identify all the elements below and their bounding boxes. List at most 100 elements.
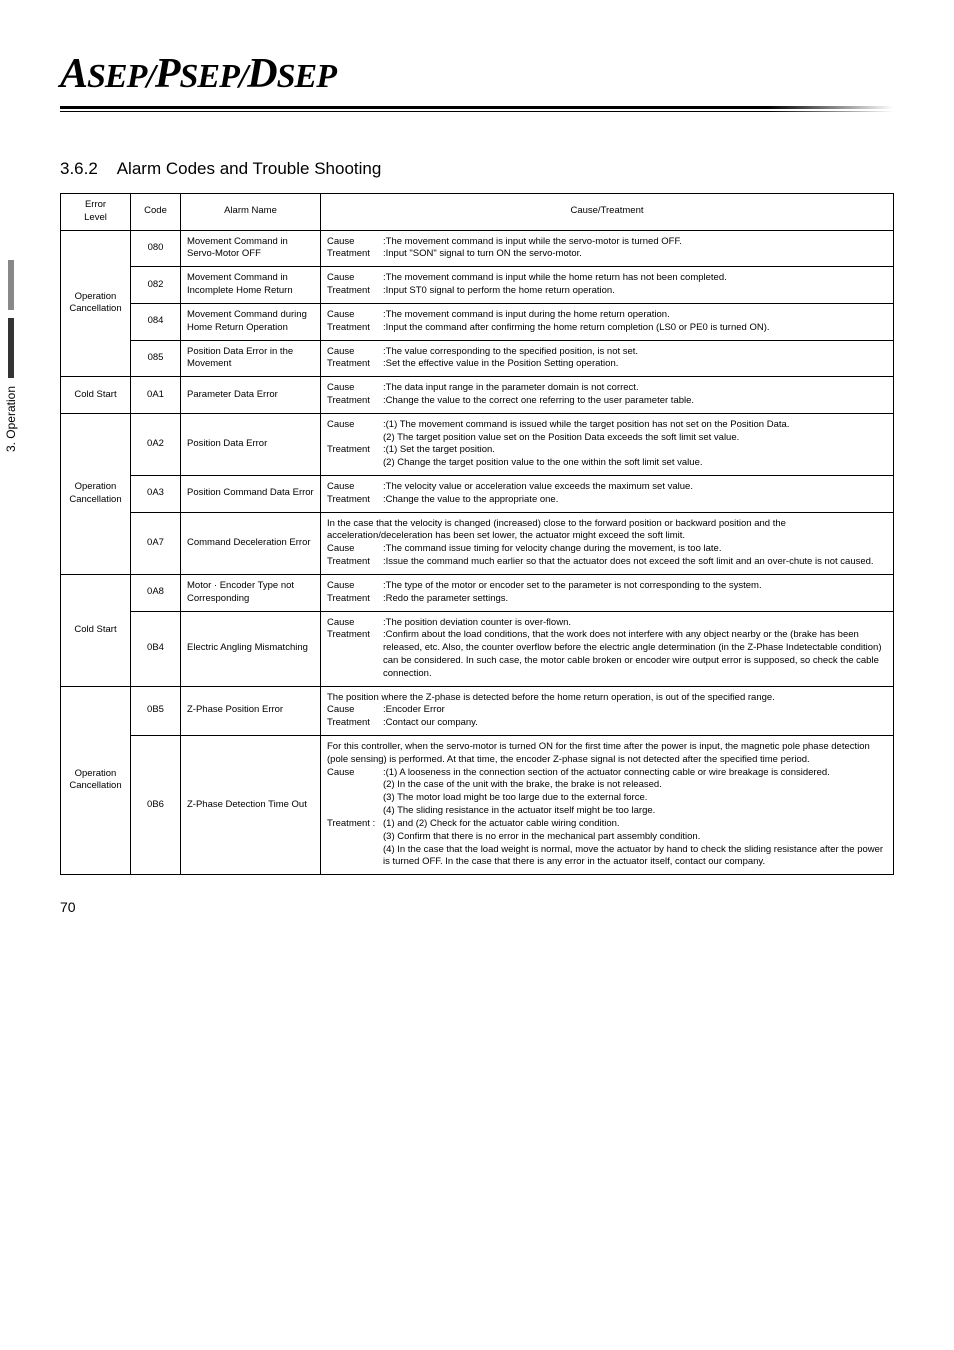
- cause-label: Cause: [327, 346, 383, 359]
- cause-text: (2) Change the target position value to …: [383, 457, 887, 470]
- cell-cause: Cause:The type of the motor or encoder s…: [321, 574, 894, 611]
- cell-code: 084: [131, 303, 181, 340]
- cause-line: (4) In the case that the load weight is …: [327, 844, 887, 870]
- cause-line: Cause:The velocity value or acceleration…: [327, 481, 887, 494]
- cause-line: Cause:(1) The movement command is issued…: [327, 419, 887, 432]
- cell-name: Movement Command in Incomplete Home Retu…: [181, 267, 321, 304]
- cause-label: [327, 779, 383, 792]
- cell-code: 0A8: [131, 574, 181, 611]
- table-row: Operation Cancellation0A2Position Data E…: [61, 413, 894, 475]
- cause-text: :The command issue timing for velocity c…: [383, 543, 887, 556]
- cell-code: 0A2: [131, 413, 181, 475]
- cause-label: Cause: [327, 580, 383, 593]
- cause-label: Cause: [327, 236, 383, 249]
- cause-text: :Input ST0 signal to perform the home re…: [383, 285, 887, 298]
- cause-line: Cause:The position deviation counter is …: [327, 617, 887, 630]
- cell-name: Z-Phase Position Error: [181, 686, 321, 735]
- cause-label: Cause: [327, 309, 383, 322]
- cause-text: (2) The target position value set on the…: [383, 432, 887, 445]
- cell-cause: Cause:The position deviation counter is …: [321, 611, 894, 686]
- table-row: 084Movement Command during Home Return O…: [61, 303, 894, 340]
- cause-text: :Input the command after confirming the …: [383, 322, 887, 335]
- table-row: 0A3Position Command Data Error Cause:The …: [61, 476, 894, 513]
- header-level: Error Level: [61, 194, 131, 231]
- cause-label: [327, 805, 383, 818]
- cause-line: (2) The target position value set on the…: [327, 432, 887, 445]
- section-title: 3.6.2 Alarm Codes and Trouble Shooting: [60, 159, 894, 179]
- cause-label: Treatment: [327, 358, 383, 371]
- cell-cause: In the case that the velocity is changed…: [321, 512, 894, 574]
- cause-label: Treatment: [327, 322, 383, 335]
- cause-line: (4) The sliding resistance in the actuat…: [327, 805, 887, 818]
- cell-level: Operation Cancellation: [61, 686, 131, 875]
- table-row: Cold Start0A1Parameter Data ErrorCause:T…: [61, 377, 894, 414]
- cause-text: :The velocity value or acceleration valu…: [383, 481, 887, 494]
- cell-code: 0B6: [131, 736, 181, 875]
- cause-label: Treatment :: [327, 818, 383, 831]
- cell-name: Z-Phase Detection Time Out: [181, 736, 321, 875]
- cause-line: Treatment:Change the value to the correc…: [327, 395, 887, 408]
- cause-label: [327, 844, 383, 870]
- cause-line: Treatment:Set the effective value in the…: [327, 358, 887, 371]
- cause-label: Cause: [327, 543, 383, 556]
- cause-label: Treatment: [327, 494, 383, 507]
- cause-text: :Issue the command much earlier so that …: [383, 556, 887, 569]
- cause-text: :Change the value to the correct one ref…: [383, 395, 887, 408]
- cause-text: :Redo the parameter settings.: [383, 593, 887, 606]
- cell-name: Movement Command during Home Return Oper…: [181, 303, 321, 340]
- table-row: Operation Cancellation0B5Z-Phase Positio…: [61, 686, 894, 735]
- cell-name: Parameter Data Error: [181, 377, 321, 414]
- cause-line: (2) In the case of the unit with the bra…: [327, 779, 887, 792]
- cause-text: :The position deviation counter is over-…: [383, 617, 887, 630]
- cause-text: (4) The sliding resistance in the actuat…: [383, 805, 887, 818]
- cause-label: Treatment: [327, 248, 383, 261]
- page-number: 70: [60, 899, 76, 915]
- table-row: Cold Start0A8Motor · Encoder Type not Co…: [61, 574, 894, 611]
- cell-cause: Cause:(1) The movement command is issued…: [321, 413, 894, 475]
- cause-label: [327, 831, 383, 844]
- cause-label: Cause: [327, 704, 383, 717]
- cause-label: Treatment: [327, 556, 383, 569]
- cause-line: Treatment:Input ST0 signal to perform th…: [327, 285, 887, 298]
- cell-name: Electric Angling Mismatching: [181, 611, 321, 686]
- logo-underline: [60, 106, 894, 109]
- cause-line: Treatment:Confirm about the load conditi…: [327, 629, 887, 680]
- cause-label: Treatment: [327, 395, 383, 408]
- cause-text: (3) Confirm that there is no error in th…: [383, 831, 887, 844]
- cause-text: :Confirm about the load conditions, that…: [383, 629, 887, 680]
- cause-free-text: In the case that the velocity is changed…: [327, 518, 887, 544]
- table-row: 0B4Electric Angling Mismatching Cause:The…: [61, 611, 894, 686]
- cell-cause: Cause:The velocity value or acceleration…: [321, 476, 894, 513]
- cause-free-text: For this controller, when the servo-moto…: [327, 741, 887, 767]
- cause-label: Treatment: [327, 717, 383, 730]
- cell-code: 0B4: [131, 611, 181, 686]
- cause-line: Treatment:(1) Set the target position.: [327, 444, 887, 457]
- cause-text: :Set the effective value in the Position…: [383, 358, 887, 371]
- logo: ASEP/PSEP/DSEP: [60, 50, 894, 98]
- cell-name: Motor · Encoder Type not Corresponding: [181, 574, 321, 611]
- cause-label: Cause: [327, 382, 383, 395]
- cell-code: 0A3: [131, 476, 181, 513]
- cause-label: Treatment: [327, 285, 383, 298]
- cause-label: [327, 457, 383, 470]
- cause-line: Treatment:Input the command after confir…: [327, 322, 887, 335]
- cell-code: 0A1: [131, 377, 181, 414]
- cell-code: 085: [131, 340, 181, 377]
- cause-line: Cause:The type of the motor or encoder s…: [327, 580, 887, 593]
- cause-free-text: The position where the Z-phase is detect…: [327, 692, 887, 705]
- alarm-table: Error Level Code Alarm Name Cause/Treatm…: [60, 193, 894, 875]
- cause-text: (2) In the case of the unit with the bra…: [383, 779, 887, 792]
- cell-code: 0A7: [131, 512, 181, 574]
- cause-text: :Change the value to the appropriate one…: [383, 494, 887, 507]
- table-row: Operation Cancellation080Movement Comman…: [61, 230, 894, 267]
- cause-text: :The type of the motor or encoder set to…: [383, 580, 887, 593]
- table-header-row: Error Level Code Alarm Name Cause/Treatm…: [61, 194, 894, 231]
- cause-text: :The movement command is input while the…: [383, 236, 887, 249]
- cause-label: [327, 432, 383, 445]
- cell-level: Operation Cancellation: [61, 413, 131, 574]
- cause-text: :Input "SON" signal to turn ON the servo…: [383, 248, 887, 261]
- cell-name: Position Command Data Error: [181, 476, 321, 513]
- cause-text: :(1) Set the target position.: [383, 444, 887, 457]
- cause-line: Cause:The movement command is input duri…: [327, 309, 887, 322]
- cause-text: (1) and (2) Check for the actuator cable…: [383, 818, 887, 831]
